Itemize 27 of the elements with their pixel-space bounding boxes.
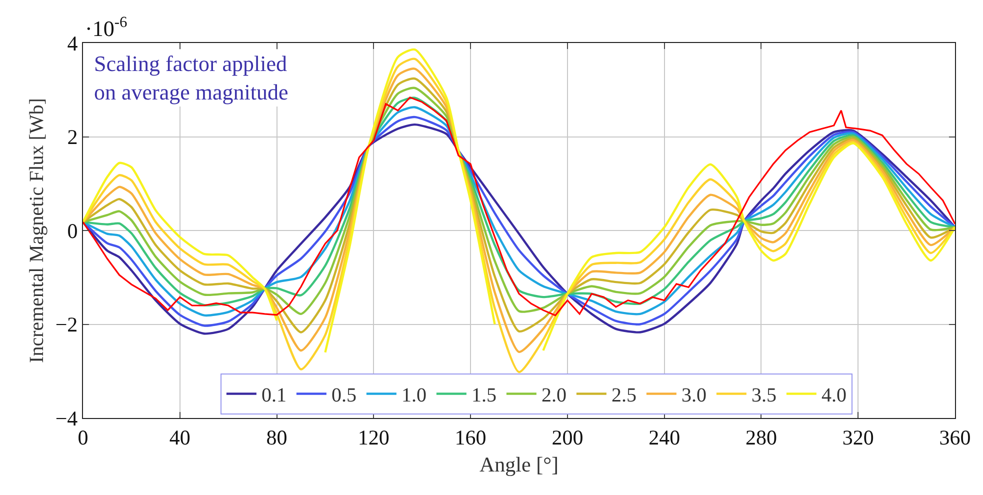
legend-label: 3.0 [681,384,706,407]
legend-label: 4.0 [821,384,846,407]
legend-label: 0.1 [261,384,286,407]
y-tick-label: −2 [55,312,78,337]
y-tick-label: 2 [67,125,78,150]
x-tick-label: 120 [358,425,390,450]
legend-label: 0.5 [331,384,356,407]
x-tick-label: 280 [745,425,777,450]
x-tick-label: 80 [266,425,288,450]
x-tick-label: 360 [939,425,971,450]
legend-label: 1.0 [401,384,426,407]
y-tick-label: 4 [67,31,78,56]
legend-label: 1.5 [471,384,496,407]
x-tick-label: 160 [454,425,486,450]
x-tick-label: 320 [842,425,874,450]
annotation: Scaling factor applied on average magnitude [94,51,288,105]
text: ·10$^{-6}$ [85,14,128,42]
legend-label: 3.5 [751,384,776,407]
x-axis-title: Angle [°] [480,452,558,476]
legend-label: 2.5 [611,384,636,407]
x-tick-label: 200 [552,425,584,450]
x-tick-label: 40 [169,425,190,450]
x-tick-label: 240 [648,425,680,450]
y-tick-label: 0 [67,218,78,243]
y-axis-title: Incremental Magnetic Flux [Wb] [26,98,48,363]
y-tick-label: −4 [55,406,78,430]
legend-label: 2.0 [541,384,566,407]
